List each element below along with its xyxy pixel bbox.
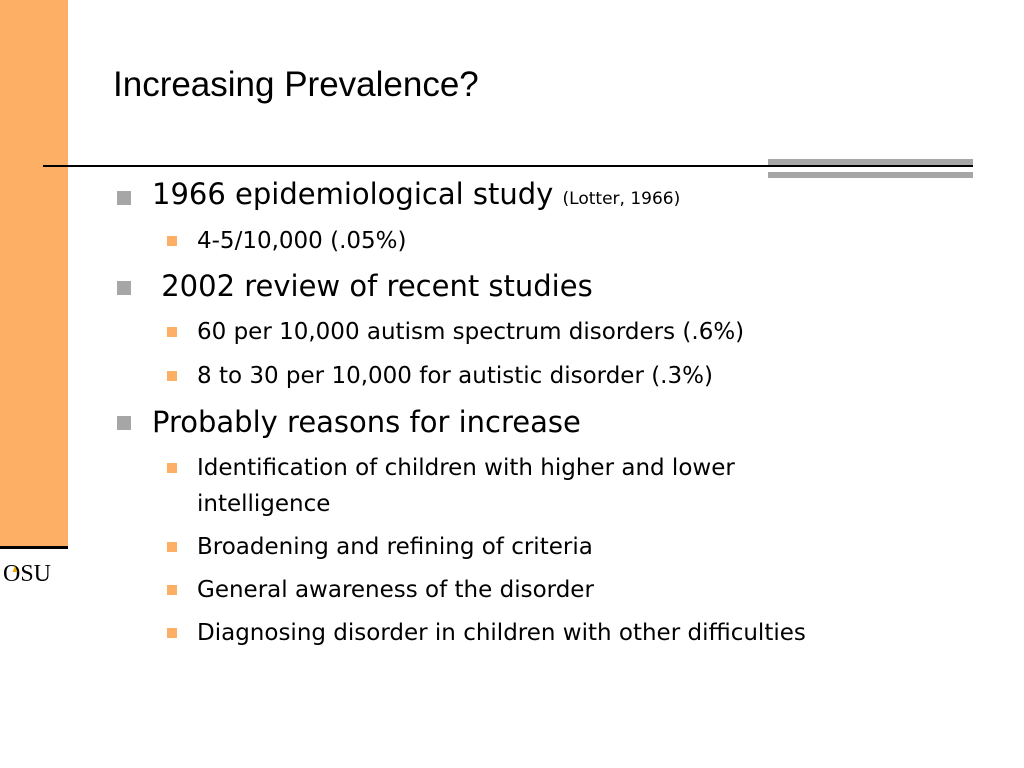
decorative-bar-top xyxy=(768,159,973,165)
osu-logo: OSU xyxy=(2,556,66,590)
bullet-square-icon xyxy=(117,416,131,430)
decorative-bar-bottom xyxy=(768,172,973,178)
sub-bullet-item: Diagnosing disorder in children with oth… xyxy=(197,620,806,646)
bullet-item: 2002 review of recent studies xyxy=(152,269,593,303)
sub-bullet-square-icon xyxy=(167,628,177,638)
bullet-square-icon xyxy=(117,191,131,205)
sub-bullet-square-icon xyxy=(167,585,177,595)
sub-bullet-text-line: intelligence xyxy=(197,491,331,517)
bullet-text: 1966 epidemiological study xyxy=(152,177,554,211)
sub-bullet-item: General awareness of the disorder xyxy=(197,577,594,603)
bullet-square-icon xyxy=(117,281,131,295)
sub-bullet-square-icon xyxy=(167,463,177,473)
title-divider xyxy=(43,165,973,167)
sub-bullet-text-line: Identification of children with higher a… xyxy=(197,455,735,481)
bullet-item: Probably reasons for increase xyxy=(152,405,581,439)
sub-bullet-square-icon xyxy=(167,236,177,246)
sub-bullet-square-icon xyxy=(167,371,177,381)
sub-bullet-item: Identification of children with higher a… xyxy=(197,450,735,522)
sub-bullet-item: 60 per 10,000 autism spectrum disorders … xyxy=(197,319,745,345)
sub-bullet-square-icon xyxy=(167,542,177,552)
sub-bullet-square-icon xyxy=(167,327,177,337)
side-accent-band xyxy=(0,0,68,546)
slide-title: Increasing Prevalence? xyxy=(113,65,479,104)
sub-bullet-item: 8 to 30 per 10,000 for autistic disorder… xyxy=(197,363,713,389)
citation: (Lotter, 1966) xyxy=(562,189,681,209)
side-divider xyxy=(0,546,68,549)
sub-bullet-item: 4-5/10,000 (.05%) xyxy=(197,228,407,254)
sub-bullet-item: Broadening and refining of criteria xyxy=(197,534,593,560)
bullet-item: 1966 epidemiological study (Lotter, 1966… xyxy=(152,176,680,217)
svg-text:OSU: OSU xyxy=(3,561,51,587)
